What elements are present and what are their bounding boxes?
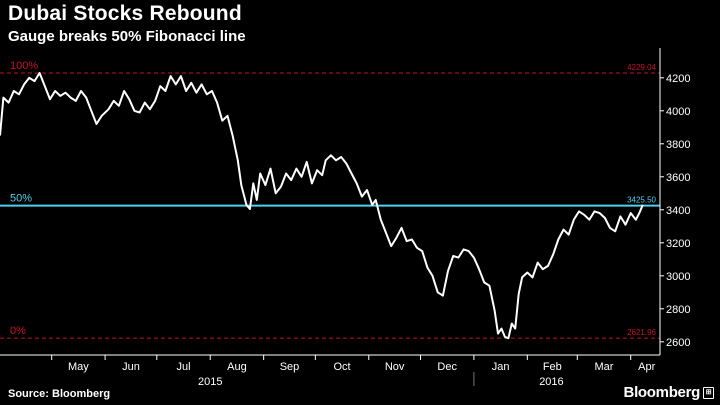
y-tick-label: 3000 <box>666 271 690 283</box>
chart-subtitle: Gauge breaks 50% Fibonacci line <box>8 28 246 45</box>
bloomberg-logo: Bloomberg ⊞ <box>624 384 714 401</box>
brand-name: Bloomberg <box>623 384 701 401</box>
x-tick-label: Oct <box>334 361 351 373</box>
x-tick-label: Feb <box>543 361 562 373</box>
y-tick-label: 4200 <box>666 73 690 85</box>
reference-line-label: 100% <box>10 60 38 72</box>
reference-line-value: 2621.96 <box>627 328 656 337</box>
x-tick-label: May <box>68 361 89 373</box>
y-axis: 2600 2800 3000 3200 3400 3600 3800 4000 4200 <box>659 48 690 355</box>
x-tick-label: Jan <box>492 361 510 373</box>
y-tick-label: 4000 <box>666 106 690 118</box>
chart-title: Dubai Stocks Rebound <box>8 2 242 25</box>
x-tick-label: Dec <box>437 361 457 373</box>
x-tick-label: Nov <box>385 361 405 373</box>
y-tick-label: 3400 <box>666 205 690 217</box>
x-tick-label: Sep <box>280 361 300 373</box>
x-year-label: 2015 <box>198 376 222 388</box>
reference-line-label: 0% <box>10 325 26 337</box>
reference-lines: 100% 4229.04 50% 3425.50 0% 2621.96 <box>0 60 660 339</box>
x-axis: May Jun Jul Aug Sep Oct Nov Dec Jan Feb Mar Apr 2015… <box>0 354 660 388</box>
reference-line-label: 50% <box>10 193 32 205</box>
x-tick-label: Jul <box>176 361 190 373</box>
bloomberg-logo-icon: ⊞ <box>703 386 714 399</box>
reference-line-value: 3425.50 <box>627 196 656 205</box>
reference-line-value: 4229.04 <box>627 63 656 72</box>
y-tick-label: 2800 <box>666 304 690 316</box>
y-tick-label: 3800 <box>666 139 690 151</box>
x-tick-label: Aug <box>227 361 247 373</box>
x-tick-label: Mar <box>595 361 614 373</box>
x-year-label: 2016 <box>539 376 563 388</box>
y-tick-label: 3200 <box>666 238 690 250</box>
price-line <box>0 72 644 340</box>
y-tick-label: 3600 <box>666 172 690 184</box>
y-tick-label: 2600 <box>666 337 690 349</box>
x-tick-label: Apr <box>638 361 655 373</box>
x-tick-label: Jun <box>122 361 140 373</box>
source-note: Source: Bloomberg <box>8 388 111 400</box>
price-line-layer <box>0 72 644 340</box>
